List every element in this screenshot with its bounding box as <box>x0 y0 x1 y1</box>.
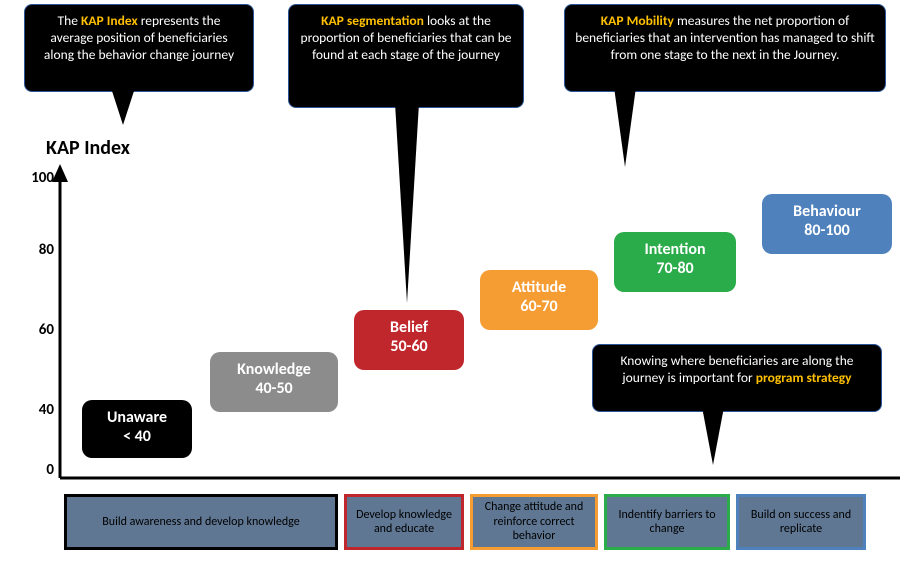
callout-tail <box>112 91 134 125</box>
stage-unaware: Unaware< 40 <box>82 400 192 458</box>
stage-range: < 40 <box>94 427 180 446</box>
strategy-box: Build awareness and develop knowledge <box>64 494 338 550</box>
stage-name: Intention <box>626 240 724 259</box>
callout-program-strategy: Knowing where beneficiaries are along th… <box>592 344 882 412</box>
y-tick: 40 <box>20 401 54 419</box>
strategy-box: Indentify barriers to change <box>604 494 730 550</box>
callout-tail <box>395 103 419 303</box>
stage-behaviour: Behaviour80-100 <box>762 194 892 254</box>
y-tick: 100 <box>20 169 54 187</box>
stage-name: Attitude <box>492 278 586 297</box>
axis-title: KAP Index <box>46 136 130 160</box>
callout-kap-index: The KAP Index represents the average pos… <box>24 4 254 92</box>
y-tick: 80 <box>20 241 54 259</box>
callout-kap-mobility: KAP Mobility measures the net proportion… <box>564 4 886 92</box>
stage-name: Knowledge <box>222 360 326 379</box>
callout-tail <box>702 407 724 465</box>
stage-name: Unaware <box>94 408 180 427</box>
strategy-box: Build on success and replicate <box>736 494 866 550</box>
callout-kap-segmentation: KAP segmentation looks at the proportion… <box>288 4 524 108</box>
stage-range: 80-100 <box>774 221 880 240</box>
stage-range: 40-50 <box>222 379 326 398</box>
stage-belief: Belief50-60 <box>354 310 464 370</box>
stage-name: Behaviour <box>774 202 880 221</box>
strategy-box: Change attitude and reinforce correct be… <box>470 494 598 550</box>
strategy-box: Develop knowledge and educate <box>344 494 464 550</box>
stage-name: Belief <box>366 318 452 337</box>
stage-attitude: Attitude60-70 <box>480 270 598 330</box>
y-tick: 60 <box>20 321 54 339</box>
stage-range: 60-70 <box>492 297 586 316</box>
callout-tail <box>614 87 636 167</box>
stage-intention: Intention70-80 <box>614 232 736 292</box>
stage-knowledge: Knowledge40-50 <box>210 352 338 412</box>
stage-range: 70-80 <box>626 259 724 278</box>
stage-range: 50-60 <box>366 337 452 356</box>
y-tick: 0 <box>20 461 54 479</box>
